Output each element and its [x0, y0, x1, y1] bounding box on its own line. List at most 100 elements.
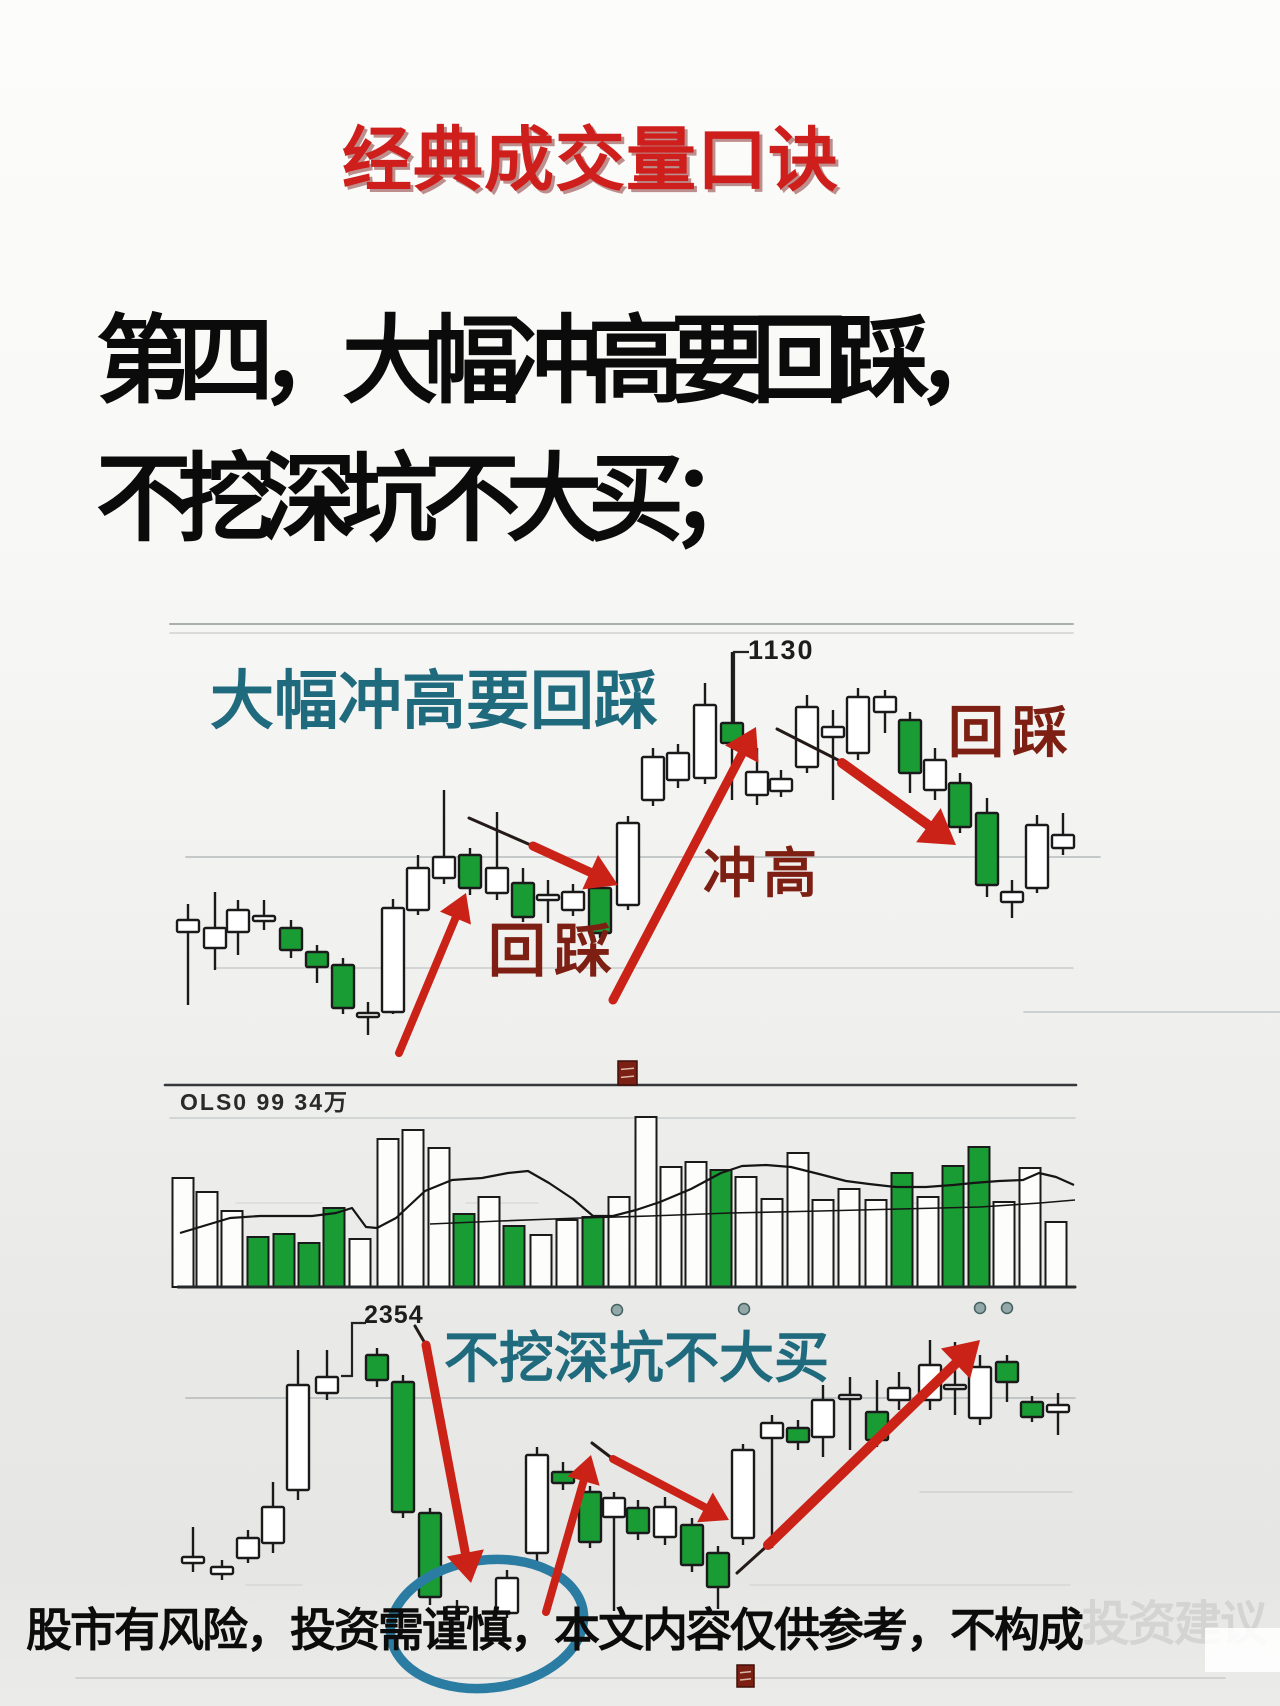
candle-body [355, 1011, 381, 1019]
volume-bar [864, 1199, 888, 1288]
volume-bar [502, 1225, 526, 1288]
candle-body [872, 695, 898, 714]
candle-body [942, 1383, 968, 1391]
arrow-tail [735, 1543, 770, 1575]
candle-body [897, 718, 923, 775]
trend-arrow-head [582, 855, 618, 890]
candle-body [947, 781, 973, 829]
volume-bar [734, 1176, 758, 1288]
candle-body [587, 886, 613, 935]
volume-bar [1018, 1167, 1042, 1288]
candle-body [405, 866, 431, 912]
trend-arrow-head [940, 1340, 980, 1379]
candle-body [1045, 1403, 1071, 1414]
candle-body [251, 914, 277, 923]
white-patch [1205, 1628, 1280, 1672]
disclaimer-text: 股市有风险，投资需谨慎，本文内容仅供参考，不构成 [26, 1604, 1084, 1656]
trend-arrow-head [916, 808, 956, 845]
candle-body [510, 881, 536, 919]
candle-body [652, 1505, 678, 1539]
candle-body [314, 1375, 340, 1395]
volume-bar [967, 1146, 991, 1288]
volume-bar [709, 1169, 733, 1288]
volume-bar [659, 1166, 683, 1288]
candle-body [1019, 1400, 1045, 1419]
annotation-huicai-1: 回踩 [488, 919, 621, 984]
candle-body [845, 695, 871, 755]
chart1-title-annotation: 大幅冲高要回踩 [210, 665, 658, 737]
annotation-chonggao: 冲高 [703, 844, 823, 904]
candle-body [457, 853, 483, 890]
candle-body [692, 703, 718, 780]
volume-bar [916, 1196, 940, 1288]
candle-body [974, 811, 1000, 887]
volume-bar [220, 1210, 244, 1288]
trend-arrow [609, 1455, 709, 1512]
marker-badge [617, 1060, 638, 1086]
candle-body [967, 1365, 993, 1420]
candle-body [999, 890, 1025, 904]
candle-body [390, 1380, 416, 1514]
trend-arrow [395, 914, 460, 1057]
candle-body [380, 906, 406, 1014]
arrow-tail [590, 1441, 615, 1461]
candle-body [625, 1506, 651, 1535]
candle-body [364, 1353, 390, 1382]
candle-body [202, 926, 228, 950]
volume-bar [529, 1234, 553, 1288]
candle-body [577, 1490, 603, 1544]
marker-badge-glyph [620, 1075, 635, 1079]
candle-body [810, 1398, 836, 1439]
volume-bar [684, 1161, 708, 1288]
arrow-tail [775, 727, 844, 764]
marker-dot [1000, 1301, 1014, 1315]
page-title: 经典成交量口诀 [342, 121, 839, 199]
candle-body [494, 1576, 520, 1615]
candle-body [794, 705, 820, 769]
candle-body [209, 1565, 235, 1576]
trend-arrow [542, 1477, 588, 1616]
volume-bar [555, 1219, 579, 1288]
candle-body [260, 1505, 286, 1545]
volume-ma-line [429, 1199, 1076, 1225]
price-label-2354: 2354 [364, 1301, 424, 1329]
candle-body [994, 1360, 1020, 1384]
candle-body [922, 758, 948, 792]
marker-dot [737, 1302, 751, 1316]
trend-arrow [837, 758, 934, 831]
trend-arrow [421, 1340, 470, 1558]
volume-bar [992, 1201, 1016, 1288]
candle-body [175, 918, 201, 934]
marker-badge [736, 1664, 755, 1688]
marker-badge-glyph [620, 1067, 635, 1071]
marker-badge-glyph [739, 1670, 752, 1674]
volume-bar [452, 1213, 476, 1288]
volume-bar [348, 1238, 372, 1288]
annotation-huicai-2: 回踩 [948, 701, 1076, 764]
volume-bar [376, 1138, 400, 1288]
candle-body [560, 890, 586, 912]
volume-bar [427, 1147, 451, 1288]
candle-body [235, 1536, 261, 1560]
volume-bar [581, 1216, 605, 1288]
heading-line-1: 第四，大幅冲高要回踩， [96, 308, 1012, 415]
volume-ma-line [179, 1163, 1075, 1235]
candle-body [730, 1448, 756, 1540]
trend-arrow [763, 1358, 961, 1550]
volume-bar [607, 1196, 631, 1288]
volume-bar [477, 1196, 501, 1288]
volume-bar [890, 1172, 914, 1288]
candle-body [615, 821, 641, 907]
trend-arrow-head [725, 727, 759, 763]
volume-bar [811, 1199, 835, 1288]
trend-arrow [608, 749, 747, 1005]
volume-indicator-label: OLS0 99 34万 [180, 1089, 350, 1115]
candle-body [665, 751, 691, 782]
candle-body [837, 1393, 863, 1401]
candle-body [535, 893, 561, 902]
price-label-1130: 1130 [748, 635, 815, 665]
volume-bar [634, 1116, 658, 1288]
marker-badge-glyph [739, 1678, 752, 1681]
